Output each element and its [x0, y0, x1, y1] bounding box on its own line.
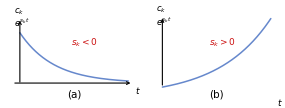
Text: $s_k > 0$: $s_k > 0$	[209, 37, 236, 49]
Text: (b): (b)	[209, 89, 224, 99]
Text: $s_k < 0$: $s_k < 0$	[71, 37, 97, 49]
Text: $c_k$: $c_k$	[156, 5, 166, 15]
Text: $c_k$: $c_k$	[14, 6, 24, 17]
Text: $e^{s_k t}$: $e^{s_k t}$	[14, 17, 29, 29]
Text: $e^{s_k t}$: $e^{s_k t}$	[156, 15, 172, 28]
Text: $t$: $t$	[278, 97, 283, 108]
Text: (a): (a)	[67, 89, 81, 99]
Text: $t$: $t$	[135, 85, 141, 96]
